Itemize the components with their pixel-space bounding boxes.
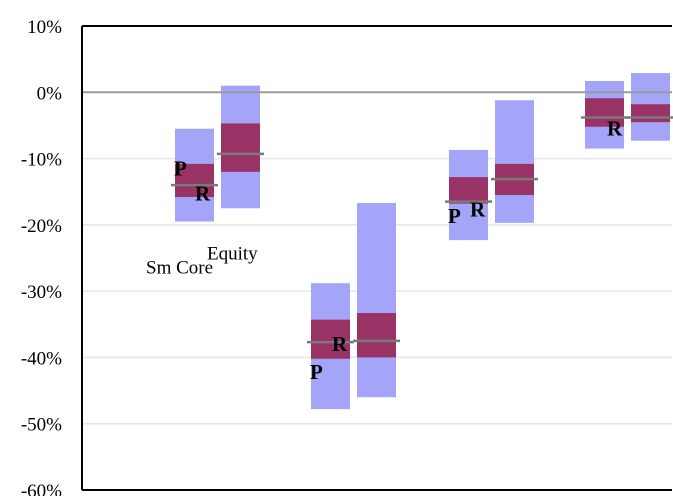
bar-marker-p: P [174,157,187,181]
bar-marker-p: P [310,360,323,384]
inner-range-bar [175,163,214,198]
inner-range-bar [221,123,260,172]
y-tick-label: -40% [21,348,62,369]
annotation-equity: Equity [207,244,258,265]
bar-marker-r: R [607,117,623,141]
bar-marker-r: R [332,332,348,356]
bar-marker-r: R [195,182,211,206]
inner-range-bar [449,177,488,204]
outer-range-bar [495,100,534,223]
range-bars [171,73,673,410]
inner-range-bar [357,313,396,358]
axes [81,25,672,491]
y-tick-label: -20% [21,216,62,237]
y-tick-label: -10% [21,150,62,171]
bar-marker-p: P [448,204,461,228]
y-tick-label: -60% [21,481,62,496]
y-tick-label: 10% [27,17,62,38]
y-tick-label: 0% [37,83,63,104]
inner-range-bar [631,104,670,123]
y-tick-labels: 10% 0% -10% -20% -30% -40% -50% -60% [21,17,62,496]
y-tick-label: -50% [21,415,62,436]
bar-marker-r: R [470,198,486,222]
annotations: Sm Core Equity [146,244,258,279]
y-tick-label: -30% [21,282,62,303]
outer-range-bar [357,202,396,398]
annotation-sm-core: Sm Core [146,258,213,279]
inner-range-bar [311,319,350,359]
inner-range-bar [585,98,624,127]
